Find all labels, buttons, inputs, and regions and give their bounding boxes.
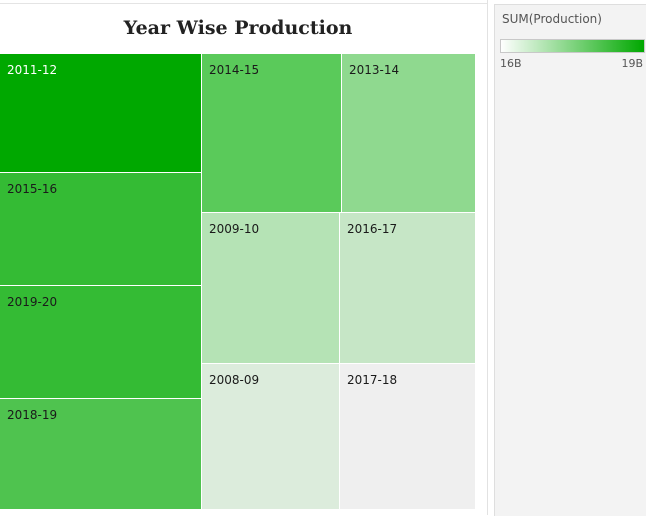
treemap-rect[interactable] — [342, 54, 475, 212]
panel-divider — [487, 0, 488, 515]
treemap-label: 2017-18 — [347, 373, 397, 387]
color-legend: SUM(Production) 16B 19B — [494, 4, 646, 516]
treemap-rect[interactable] — [340, 364, 475, 509]
treemap-rect[interactable] — [202, 364, 339, 509]
treemap-rect[interactable] — [0, 173, 201, 285]
legend-max-label: 19B — [621, 57, 643, 70]
treemap-rect[interactable] — [0, 286, 201, 398]
treemap-label: 2019-20 — [7, 295, 57, 309]
treemap-chart: 2011-12 2015-16 2019-20 2018-19 2014-15 2013-… — [0, 54, 475, 509]
treemap-label: 2015-16 — [7, 182, 57, 196]
treemap-label: 2009-10 — [209, 222, 259, 236]
top-border — [0, 3, 487, 4]
legend-title: SUM(Production) — [502, 12, 602, 26]
treemap-rect[interactable] — [0, 54, 201, 172]
treemap-rect[interactable] — [202, 54, 341, 212]
treemap-label: 2014-15 — [209, 63, 259, 77]
treemap-cell-2019-20[interactable]: 2019-20 — [0, 286, 201, 398]
treemap-cell-2018-19[interactable]: 2018-19 — [0, 399, 201, 509]
treemap-rect[interactable] — [0, 399, 201, 509]
treemap-cell-2008-09[interactable]: 2008-09 — [202, 364, 339, 509]
treemap-cell-2016-17[interactable]: 2016-17 — [340, 213, 475, 363]
treemap-label: 2013-14 — [349, 63, 399, 77]
treemap-label: 2016-17 — [347, 222, 397, 236]
title-area: Year Wise Production — [0, 4, 476, 52]
treemap-cell-2011-12[interactable]: 2011-12 — [0, 54, 201, 172]
treemap-cell-2013-14[interactable]: 2013-14 — [342, 54, 475, 212]
treemap-rect[interactable] — [340, 213, 475, 363]
chart-title: Year Wise Production — [123, 17, 353, 39]
treemap-rect[interactable] — [202, 213, 339, 363]
treemap-label: 2011-12 — [7, 63, 57, 77]
treemap-cell-2014-15[interactable]: 2014-15 — [202, 54, 341, 212]
legend-gradient-bar — [500, 39, 645, 53]
treemap-cell-2009-10[interactable]: 2009-10 — [202, 213, 339, 363]
treemap-label: 2018-19 — [7, 408, 57, 422]
treemap-cell-2015-16[interactable]: 2015-16 — [0, 173, 201, 285]
treemap-label: 2008-09 — [209, 373, 259, 387]
legend-min-label: 16B — [500, 57, 522, 70]
treemap-cell-2017-18[interactable]: 2017-18 — [340, 364, 475, 509]
